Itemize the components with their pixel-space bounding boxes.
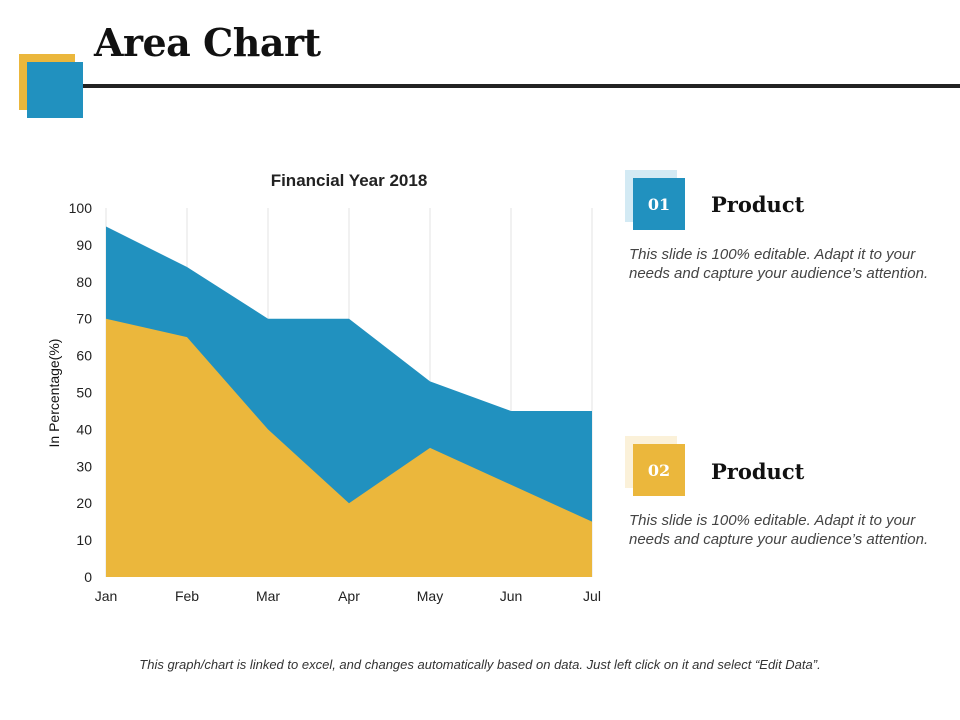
slide-title: Area Chart: [94, 20, 321, 65]
product-01-title: Product: [711, 192, 805, 217]
product-02-title: Product: [711, 459, 805, 484]
y-tick-label: 60: [76, 348, 92, 364]
logo-square-front: [27, 62, 83, 118]
chart-areas: [106, 226, 592, 577]
x-tick-label: Apr: [338, 588, 360, 604]
y-tick-label: 10: [76, 532, 92, 548]
y-tick-label: 50: [76, 385, 92, 401]
area-series-2: [106, 318, 592, 577]
x-tick-label: Feb: [175, 588, 199, 604]
y-tick-label: 40: [76, 421, 92, 437]
x-tick-label: Jun: [500, 588, 523, 604]
badge-01: 01: [633, 178, 685, 230]
y-tick-label: 0: [84, 569, 92, 585]
y-tick-label: 100: [69, 200, 93, 216]
y-tick-label: 90: [76, 237, 92, 253]
y-tick-label: 30: [76, 458, 92, 474]
title-divider: [83, 84, 960, 88]
y-tick-label: 80: [76, 274, 92, 290]
y-tick-label: 70: [76, 311, 92, 327]
x-axis-ticks: Jan Feb Mar Apr May Jun Jul: [95, 588, 601, 604]
badge-02: 02: [633, 444, 685, 496]
x-tick-label: Mar: [256, 588, 280, 604]
y-axis-ticks: 0 10 20 30 40 50 60 70 80 90 100: [69, 200, 93, 585]
y-axis-label: In Percentage(%): [46, 339, 62, 448]
product-01-description: This slide is 100% editable. Adapt it to…: [629, 246, 929, 282]
y-tick-label: 20: [76, 495, 92, 511]
area-chart: Financial Year 2018 0 10 20 30 40 50 60 70 80 90 1…: [46, 171, 601, 604]
footer-note: This graph/chart is linked to excel, and…: [139, 657, 821, 672]
x-tick-label: May: [417, 588, 443, 604]
product-02-description: This slide is 100% editable. Adapt it to…: [629, 512, 929, 548]
chart-title: Financial Year 2018: [271, 171, 428, 190]
x-tick-label: Jan: [95, 588, 118, 604]
x-tick-label: Jul: [583, 588, 601, 604]
